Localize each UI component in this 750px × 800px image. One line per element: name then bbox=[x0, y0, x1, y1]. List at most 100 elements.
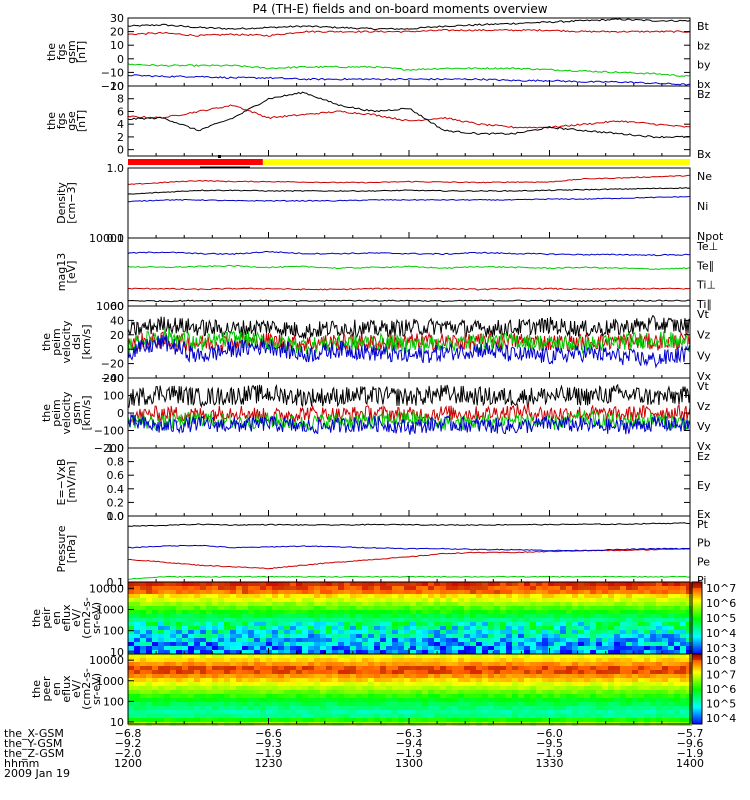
traces bbox=[127, 522, 691, 580]
spectrogram-cell bbox=[314, 630, 320, 634]
spectrogram-cell bbox=[554, 662, 560, 666]
spectrogram-cell bbox=[182, 638, 188, 642]
spectrogram-cell bbox=[632, 702, 638, 706]
spectrogram-cell bbox=[428, 590, 434, 594]
spectrogram-cell bbox=[410, 650, 416, 654]
spectrogram-cell bbox=[542, 710, 548, 714]
colorbar-swatch bbox=[692, 694, 702, 697]
legend-Ni: Ni bbox=[697, 200, 708, 213]
ytick-label: 1.0 bbox=[107, 510, 125, 523]
spectrogram-cell bbox=[332, 682, 338, 686]
spectrogram-cell bbox=[590, 714, 596, 718]
spectrogram-cell bbox=[596, 714, 602, 718]
spectrogram-cell bbox=[416, 718, 422, 722]
spectrogram-cell bbox=[314, 650, 320, 654]
spectrogram-cell bbox=[308, 610, 314, 614]
spectrogram-cell bbox=[530, 670, 536, 674]
spectrogram-cell bbox=[374, 650, 380, 654]
spectrogram-cell bbox=[164, 658, 170, 662]
spectrogram-cell bbox=[164, 582, 170, 586]
spectrogram-cell bbox=[674, 706, 680, 710]
colorbar-tick-label: 10^4 bbox=[706, 712, 736, 725]
spectrogram-cell bbox=[686, 646, 692, 650]
spectrogram-cell bbox=[254, 630, 260, 634]
spectrogram-cell bbox=[566, 634, 572, 638]
spectrogram-cell bbox=[656, 642, 662, 646]
spectrogram-cell bbox=[488, 714, 494, 718]
spectrogram-cell bbox=[566, 694, 572, 698]
spectrogram-cell bbox=[176, 702, 182, 706]
spectrogram-cell bbox=[638, 662, 644, 666]
spectrogram-cell bbox=[674, 718, 680, 722]
spectrogram-cell bbox=[476, 630, 482, 634]
colorbar-swatch bbox=[692, 615, 702, 618]
spectrogram-cell bbox=[248, 582, 254, 586]
spectrogram-cell bbox=[644, 674, 650, 678]
spectrogram-cell bbox=[158, 622, 164, 626]
spectrogram-cell bbox=[656, 618, 662, 622]
spectrogram-cell bbox=[626, 614, 632, 618]
spectrogram-cell bbox=[230, 610, 236, 614]
spectrogram-cell bbox=[476, 582, 482, 586]
spectrogram-cell bbox=[434, 690, 440, 694]
spectrogram-cell bbox=[458, 642, 464, 646]
spectrogram-cell bbox=[566, 714, 572, 718]
spectrogram-cell bbox=[236, 630, 242, 634]
spectrogram-cell bbox=[410, 714, 416, 718]
spectrogram-cell bbox=[128, 582, 134, 586]
spectrogram-cell bbox=[236, 658, 242, 662]
legend-Pt: Pt bbox=[697, 518, 709, 531]
spectrogram-cell bbox=[524, 690, 530, 694]
spectrogram-cell bbox=[488, 658, 494, 662]
spectrogram-cell bbox=[608, 642, 614, 646]
panel-frame bbox=[127, 447, 691, 517]
spectrogram-cell bbox=[560, 606, 566, 610]
spectrogram-cell bbox=[632, 598, 638, 602]
spectrogram-cell bbox=[188, 714, 194, 718]
spectrogram-cell bbox=[266, 670, 272, 674]
legend-Ti∥: Ti∥ bbox=[696, 298, 712, 311]
spectrogram-cell bbox=[650, 654, 656, 658]
spectrogram-cell bbox=[356, 686, 362, 690]
spectrogram-cell bbox=[566, 594, 572, 598]
spectrogram-cell bbox=[392, 718, 398, 722]
spectrogram-cell bbox=[374, 698, 380, 702]
spectrogram-cell bbox=[374, 702, 380, 706]
spectrogram-cell bbox=[452, 594, 458, 598]
spectrogram-cell bbox=[386, 638, 392, 642]
spectrogram-cell bbox=[686, 590, 692, 594]
spectrogram-cell bbox=[152, 622, 158, 626]
spectrogram-cell bbox=[554, 698, 560, 702]
spectrogram-cell bbox=[566, 662, 572, 666]
spectrogram-cell bbox=[320, 606, 326, 610]
spectrogram-cell bbox=[194, 646, 200, 650]
spectrogram-cell bbox=[608, 710, 614, 714]
spectrogram-cell bbox=[500, 662, 506, 666]
spectrogram-cell bbox=[602, 674, 608, 678]
spectrogram-cell bbox=[134, 590, 140, 594]
spectrogram-cell bbox=[416, 646, 422, 650]
spectrogram-cell bbox=[146, 630, 152, 634]
spectrogram-cell bbox=[632, 650, 638, 654]
spectrogram-cell bbox=[578, 614, 584, 618]
spectrogram-cell bbox=[542, 642, 548, 646]
spectrogram-cell bbox=[320, 710, 326, 714]
spectrogram-cell bbox=[368, 610, 374, 614]
spectrogram-cell bbox=[170, 602, 176, 606]
spectrogram-cell bbox=[482, 710, 488, 714]
spectrogram-cell bbox=[278, 606, 284, 610]
spectrogram-cell bbox=[326, 666, 332, 670]
spectrogram-cell bbox=[602, 602, 608, 606]
spectrogram-cell bbox=[668, 586, 674, 590]
spectrogram-cell bbox=[614, 714, 620, 718]
spectrogram-cell bbox=[674, 674, 680, 678]
spectrogram-cell bbox=[254, 646, 260, 650]
spectrogram-cell bbox=[668, 594, 674, 598]
colorbar-swatch bbox=[692, 706, 702, 709]
spectrogram-cell bbox=[578, 606, 584, 610]
spectrogram-cell bbox=[332, 586, 338, 590]
spectrogram-cell bbox=[176, 694, 182, 698]
spectrogram-cell bbox=[170, 582, 176, 586]
spectrogram-cell bbox=[158, 714, 164, 718]
